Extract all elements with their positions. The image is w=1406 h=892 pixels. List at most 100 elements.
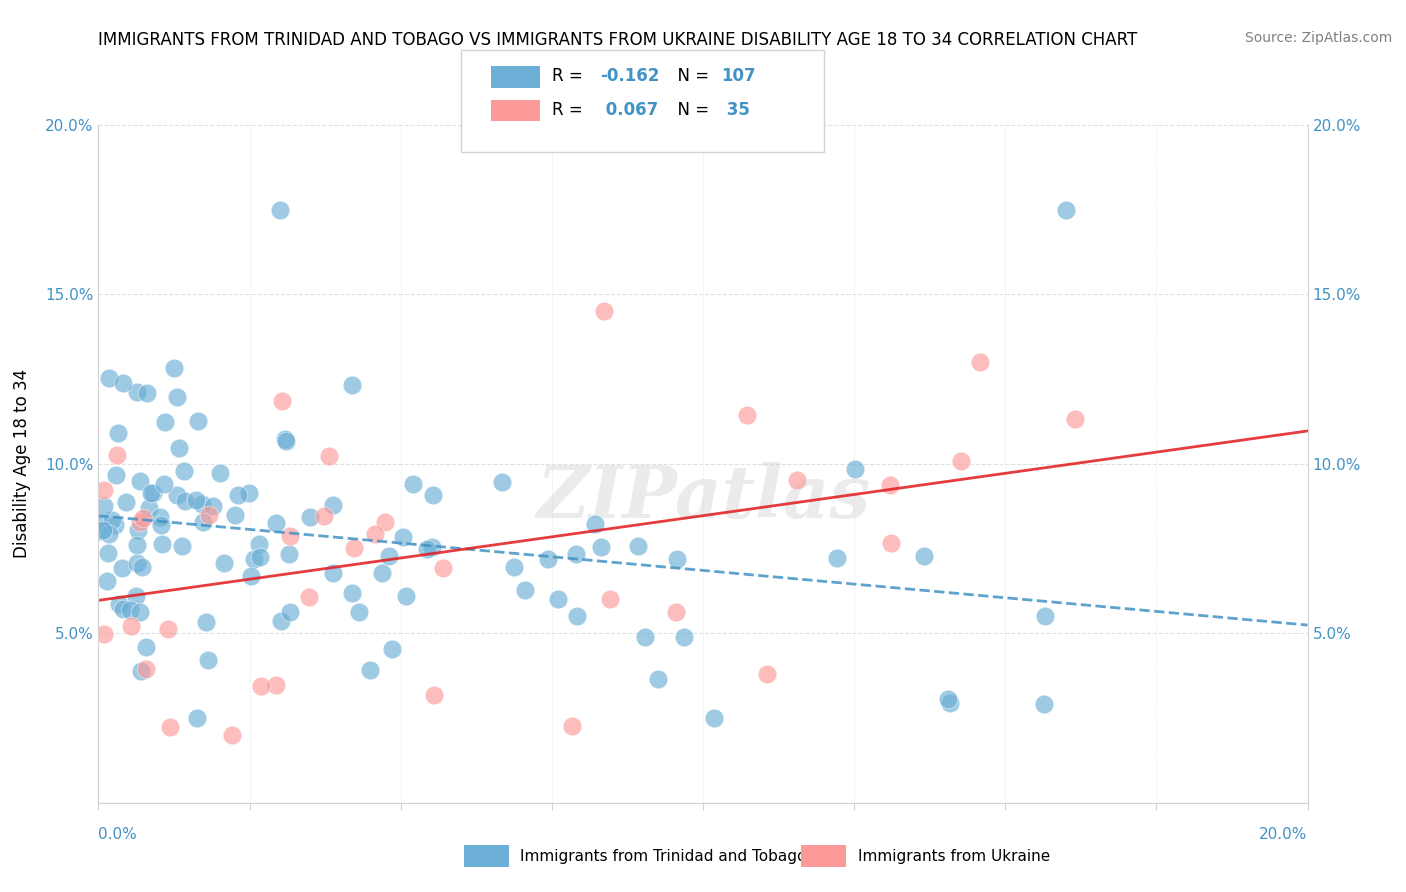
Immigrants from Trinidad and Tobago [209,466,232,480]
Immigrants from Trinidad and Tobago [370,566,392,580]
Immigrants from Trinidad and Tobago [422,488,444,502]
Immigrants from Trinidad and Tobago [97,547,120,561]
Immigrants from Ukraine [756,666,779,681]
Immigrants from Trinidad and Tobago [547,591,569,606]
Immigrants from Ukraine [950,454,973,468]
Immigrants from Trinidad and Tobago [583,517,606,532]
Immigrants from Trinidad and Tobago [173,494,195,508]
Immigrants from Trinidad and Tobago [97,371,120,385]
Immigrants from Trinidad and Tobago [565,547,588,561]
Immigrants from Ukraine [599,592,621,607]
Immigrants from Ukraine [120,618,142,632]
Immigrants from Ukraine [249,679,271,693]
Immigrants from Trinidad and Tobago [127,556,149,570]
Immigrants from Ukraine [879,478,901,492]
Immigrants from Trinidad and Tobago [703,711,725,725]
Immigrants from Trinidad and Tobago [395,589,418,603]
Immigrants from Trinidad and Tobago [129,605,152,619]
Text: 35: 35 [721,101,749,119]
Text: Immigrants from Ukraine: Immigrants from Ukraine [858,849,1050,863]
Text: N =: N = [666,67,714,85]
Immigrants from Trinidad and Tobago [96,574,118,588]
Immigrants from Trinidad and Tobago [100,513,122,527]
Immigrants from Trinidad and Tobago [129,474,152,488]
Immigrants from Trinidad and Tobago [537,551,560,566]
Immigrants from Trinidad and Tobago [104,518,127,533]
Text: 20.0%: 20.0% [1260,827,1308,841]
Immigrants from Trinidad and Tobago [167,441,190,455]
Immigrants from Trinidad and Tobago [149,518,172,533]
Immigrants from Trinidad and Tobago [647,672,669,686]
Immigrants from Trinidad and Tobago [107,426,129,441]
Immigrants from Trinidad and Tobago [226,488,249,502]
Immigrants from Ukraine [374,515,396,529]
Immigrants from Trinidad and Tobago [1054,202,1077,217]
FancyBboxPatch shape [461,50,824,152]
Immigrants from Trinidad and Tobago [138,500,160,515]
Immigrants from Trinidad and Tobago [249,550,271,565]
Immigrants from Trinidad and Tobago [127,523,149,537]
Immigrants from Trinidad and Tobago [322,566,344,581]
Immigrants from Trinidad and Tobago [107,597,129,611]
Immigrants from Trinidad and Tobago [153,415,176,429]
Immigrants from Ukraine [156,622,179,636]
Immigrants from Trinidad and Tobago [243,551,266,566]
Immigrants from Ukraine [159,720,181,734]
Immigrants from Trinidad and Tobago [381,642,404,657]
Immigrants from Trinidad and Tobago [270,614,292,628]
Immigrants from Trinidad and Tobago [142,485,165,500]
Immigrants from Trinidad and Tobago [277,547,299,561]
Immigrants from Trinidad and Tobago [378,549,401,563]
Text: R =: R = [553,101,588,119]
Immigrants from Ukraine [135,663,157,677]
Immigrants from Trinidad and Tobago [162,361,184,376]
Immigrants from Ukraine [735,408,758,422]
Text: 0.067: 0.067 [600,101,658,119]
Immigrants from Trinidad and Tobago [201,499,224,513]
Immigrants from Trinidad and Tobago [125,538,148,552]
Immigrants from Trinidad and Tobago [187,414,209,428]
Immigrants from Trinidad and Tobago [1032,698,1054,712]
Immigrants from Trinidad and Tobago [347,605,370,619]
Immigrants from Trinidad and Tobago [665,551,688,566]
Immigrants from Ukraine [271,393,294,408]
Immigrants from Trinidad and Tobago [141,486,163,500]
Immigrants from Trinidad and Tobago [567,609,589,624]
Immigrants from Ukraine [128,515,150,529]
Immigrants from Ukraine [665,605,688,619]
Immigrants from Trinidad and Tobago [135,385,157,400]
Immigrants from Ukraine [561,719,583,733]
Text: R =: R = [553,67,588,85]
FancyBboxPatch shape [492,100,540,121]
Immigrants from Trinidad and Tobago [825,550,848,565]
Immigrants from Trinidad and Tobago [914,549,936,564]
Immigrants from Trinidad and Tobago [938,696,960,710]
Immigrants from Trinidad and Tobago [98,526,121,541]
Immigrants from Trinidad and Tobago [340,377,363,392]
Text: Source: ZipAtlas.com: Source: ZipAtlas.com [1244,31,1392,45]
Immigrants from Ukraine [880,536,903,550]
Immigrants from Trinidad and Tobago [191,516,214,530]
Immigrants from Trinidad and Tobago [269,202,291,217]
Immigrants from Ukraine [93,626,115,640]
Immigrants from Trinidad and Tobago [224,508,246,522]
Text: -0.162: -0.162 [600,67,659,85]
Y-axis label: Disability Age 18 to 34: Disability Age 18 to 34 [13,369,31,558]
Immigrants from Trinidad and Tobago [247,537,270,551]
Immigrants from Trinidad and Tobago [844,462,866,476]
Immigrants from Trinidad and Tobago [513,582,536,597]
Immigrants from Ukraine [266,678,288,692]
Immigrants from Trinidad and Tobago [91,523,114,537]
Text: N =: N = [666,101,714,119]
Immigrants from Trinidad and Tobago [166,390,188,404]
Immigrants from Trinidad and Tobago [131,559,153,574]
Immigrants from Trinidad and Tobago [149,510,172,524]
Immigrants from Trinidad and Tobago [634,630,657,644]
Text: Immigrants from Trinidad and Tobago: Immigrants from Trinidad and Tobago [520,849,807,863]
Immigrants from Trinidad and Tobago [322,499,344,513]
Immigrants from Trinidad and Tobago [150,537,173,551]
Immigrants from Trinidad and Tobago [135,640,157,654]
Immigrants from Trinidad and Tobago [125,589,148,603]
Immigrants from Trinidad and Tobago [627,539,650,553]
Immigrants from Trinidad and Tobago [298,510,321,524]
